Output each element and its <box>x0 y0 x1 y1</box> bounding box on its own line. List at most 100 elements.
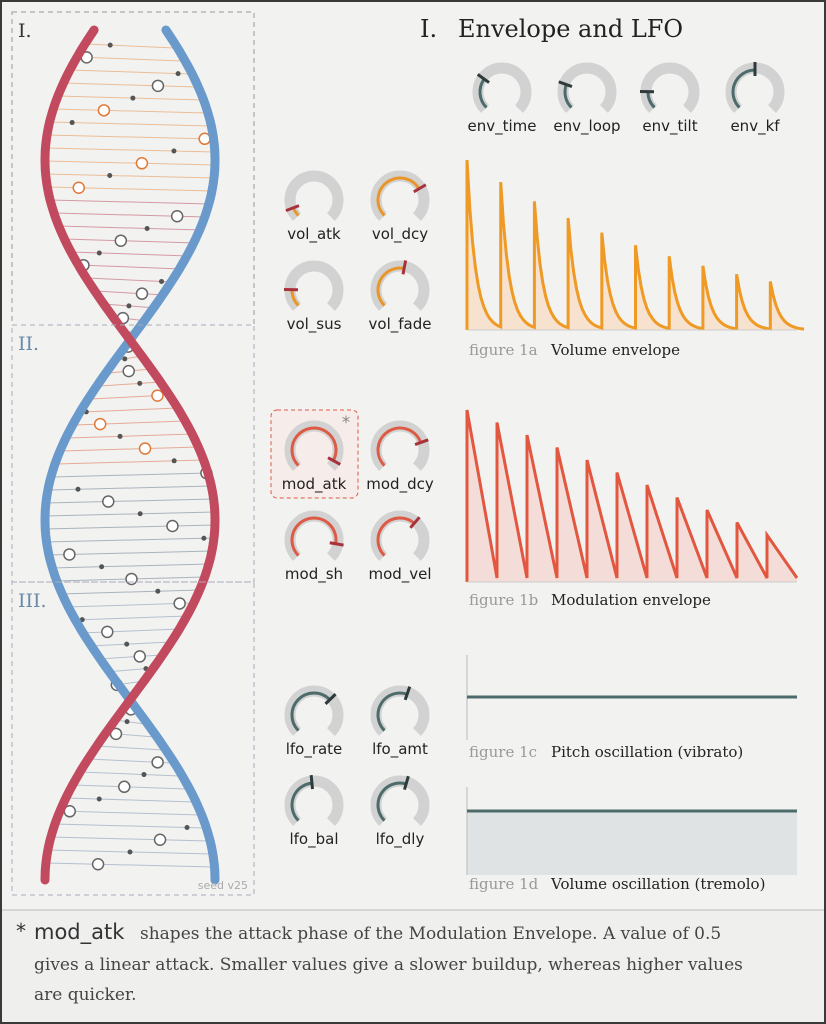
rung <box>94 290 166 296</box>
knob[interactable]: mod_sh <box>284 510 344 584</box>
rung <box>78 264 182 270</box>
node <box>63 548 76 561</box>
knob[interactable]: vol_fade <box>369 260 432 334</box>
panel-label: II. <box>18 333 39 355</box>
knob[interactable]: env_kf <box>725 62 785 136</box>
knob-pointer <box>309 774 314 790</box>
knob-pointer <box>476 73 490 84</box>
knob-pointer <box>327 456 342 466</box>
figure-number: figure 1b <box>469 591 538 609</box>
node <box>114 234 128 247</box>
rung <box>69 69 191 75</box>
knob-pointer <box>409 516 421 529</box>
rung <box>58 225 202 231</box>
knob-arc <box>563 84 573 109</box>
knob-label: lfo_dly <box>376 830 425 849</box>
figure-caption: Pitch oscillation (vibrato) <box>551 743 743 761</box>
knob-arc <box>376 426 423 467</box>
knob-track <box>640 62 700 113</box>
dot <box>122 356 128 362</box>
rung <box>97 654 163 660</box>
rung <box>45 173 215 179</box>
rung <box>74 420 186 426</box>
footnote-area <box>2 911 824 1022</box>
knob-label: env_loop <box>553 117 620 136</box>
rung <box>61 446 199 452</box>
knob-track <box>370 170 430 221</box>
knob[interactable]: vol_atk <box>284 170 344 244</box>
dot <box>124 719 130 725</box>
rung <box>63 82 197 88</box>
knob[interactable]: lfo_bal <box>284 774 344 849</box>
knob[interactable]: lfo_dly <box>370 775 430 849</box>
node <box>101 625 114 639</box>
figure-number: figure 1a <box>469 341 538 359</box>
node <box>151 389 164 402</box>
knob[interactable]: mod_dcy <box>366 420 434 494</box>
knob-arc <box>376 691 408 732</box>
rung <box>67 433 193 439</box>
figures: figure 1a Volume envelope figure 1b Modulat… <box>465 159 805 893</box>
knob-track <box>284 260 344 311</box>
rung <box>53 108 207 114</box>
rung <box>57 95 203 101</box>
node <box>102 495 115 508</box>
footnote-marker: * <box>16 919 26 943</box>
rung <box>56 459 204 465</box>
knob-arc <box>731 68 756 109</box>
rung <box>73 615 187 621</box>
knob-arc <box>376 516 416 557</box>
knob-track <box>284 170 344 221</box>
panel-box <box>11 324 255 583</box>
knob-track <box>557 62 617 113</box>
knob-label: mod_atk <box>282 475 347 494</box>
knob-track <box>370 685 430 736</box>
dot <box>130 95 136 101</box>
knob-label: mod_sh <box>285 565 343 584</box>
dot <box>96 796 102 802</box>
knob-pointer <box>285 204 300 213</box>
dot <box>171 148 177 154</box>
dot <box>69 120 75 126</box>
dot <box>155 588 161 594</box>
figure-number: figure 1c <box>469 743 537 761</box>
knob-label: lfo_amt <box>372 740 428 759</box>
node <box>93 417 107 431</box>
knob-label: vol_dcy <box>372 225 428 244</box>
dot <box>159 278 165 284</box>
knob-track <box>284 775 344 826</box>
knob-label: vol_atk <box>287 225 341 244</box>
envelope-line <box>465 409 799 582</box>
knob[interactable]: env_tilt <box>639 62 700 136</box>
knob[interactable]: lfo_amt <box>370 685 430 759</box>
node <box>166 519 179 533</box>
knob-arc <box>290 516 338 557</box>
knob[interactable]: lfo_rate <box>284 685 344 759</box>
knob[interactable]: env_loop <box>553 62 621 136</box>
dot <box>99 564 105 570</box>
knob[interactable]: mod_atk <box>282 420 347 494</box>
dot <box>144 225 150 231</box>
dot <box>201 535 207 541</box>
knob[interactable]: vol_dcy <box>370 170 430 244</box>
dot <box>137 380 143 386</box>
knob-track <box>370 420 430 471</box>
rung <box>60 589 200 595</box>
knob-arc <box>290 426 338 467</box>
rung <box>80 771 180 777</box>
knob[interactable]: vol_sus <box>283 260 344 334</box>
knob-label: mod_dcy <box>366 475 434 494</box>
footnote-term: mod_atk <box>34 920 125 945</box>
knob[interactable]: env_time <box>467 62 537 136</box>
rung <box>77 56 183 62</box>
rung <box>47 134 213 140</box>
knob-label: env_tilt <box>642 117 697 136</box>
knob-arc <box>478 78 488 109</box>
dot <box>127 849 133 855</box>
knob-label: lfo_bal <box>289 830 338 849</box>
node <box>72 181 86 195</box>
knob[interactable]: mod_vel <box>368 510 432 584</box>
dot <box>175 71 181 77</box>
